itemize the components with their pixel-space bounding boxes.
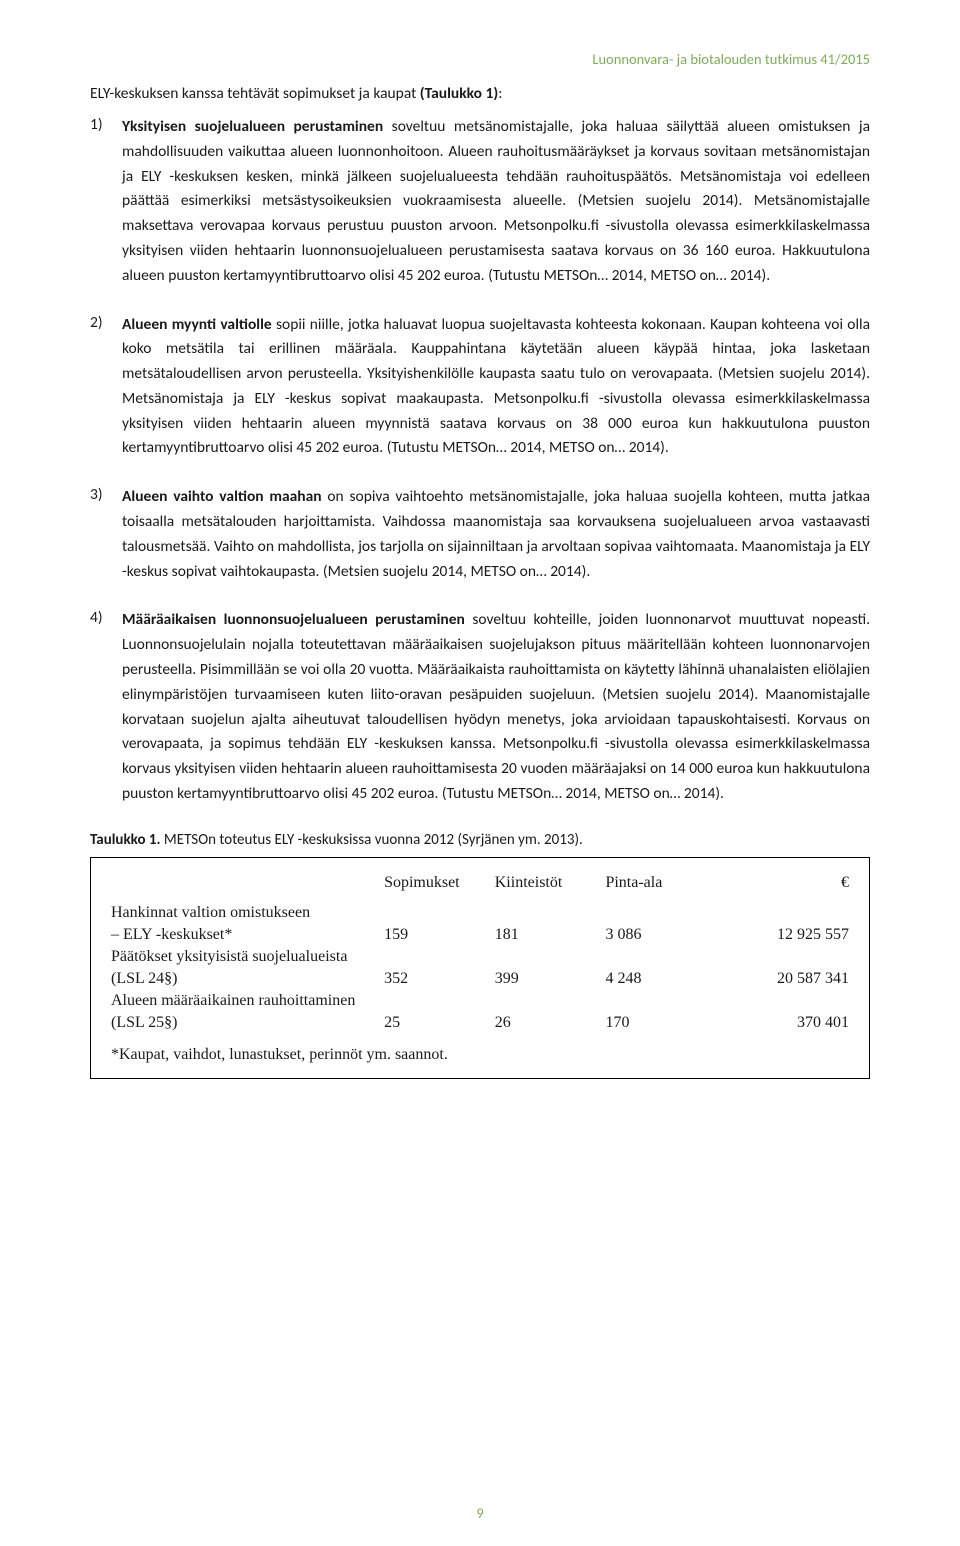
item-lead: Yksityisen suojelualueen perustaminen (122, 117, 383, 136)
cell: 26 (495, 1012, 606, 1034)
cell: 20 587 341 (716, 968, 849, 990)
table-footnote: *Kaupat, vaihdot, lunastukset, perinnöt … (111, 1046, 849, 1064)
list-item: 3) Alueen vaihto valtion maahan on sopiv… (90, 485, 870, 584)
item-number: 1) (90, 115, 122, 289)
data-table: Sopimukset Kiinteistöt Pinta-ala € Hanki… (111, 872, 849, 1034)
item-text: sopii niille, jotka haluavat luopua suoj… (122, 315, 870, 458)
cell: 25 (384, 1012, 495, 1034)
table-box: Sopimukset Kiinteistöt Pinta-ala € Hanki… (90, 857, 870, 1079)
cell: 181 (495, 924, 606, 946)
table-caption: Taulukko 1. METSOn toteutus ELY -keskuks… (90, 831, 870, 849)
list-item: 2) Alueen myynti valtiolle sopii niille,… (90, 313, 870, 462)
table-row: Hankinnat valtion omistukseen (111, 902, 849, 924)
list-item: 4) Määräaikaisen luonnonsuojelualueen pe… (90, 608, 870, 806)
item-text: soveltuu metsänomistajalle, joka haluaa … (122, 117, 870, 285)
th-kiinteistot: Kiinteistöt (495, 872, 606, 902)
cell: 170 (605, 1012, 716, 1034)
intro-suffix: : (498, 84, 502, 103)
table-caption-bold: Taulukko 1. (90, 831, 161, 849)
intro-bold: (Taulukko 1) (420, 84, 498, 103)
cell: 3 086 (605, 924, 716, 946)
row-label1: Päätökset yksityisistä suojelualueista (111, 946, 849, 968)
item-lead: Alueen myynti valtiolle (122, 315, 272, 334)
th-empty (111, 872, 384, 902)
th-euro: € (716, 872, 849, 902)
table-row: – ELY -keskukset* 159 181 3 086 12 925 5… (111, 924, 849, 946)
item-number: 4) (90, 608, 122, 806)
intro-prefix: ELY-keskuksen kanssa tehtävät sopimukset… (90, 84, 420, 103)
table-row: (LSL 24§) 352 399 4 248 20 587 341 (111, 968, 849, 990)
item-lead: Alueen vaihto valtion maahan (122, 487, 322, 506)
th-pinta-ala: Pinta-ala (605, 872, 716, 902)
cell: 399 (495, 968, 606, 990)
row-label2: (LSL 24§) (111, 968, 384, 990)
row-label1: Hankinnat valtion omistukseen (111, 902, 849, 924)
page-container: Luonnonvara- ja biotalouden tutkimus 41/… (0, 0, 960, 1546)
item-text: soveltuu kohteille, joiden luonnonarvot … (122, 610, 870, 803)
cell: 159 (384, 924, 495, 946)
cell: 12 925 557 (716, 924, 849, 946)
item-body: Alueen myynti valtiolle sopii niille, jo… (122, 313, 870, 462)
table-row: Päätökset yksityisistä suojelualueista (111, 946, 849, 968)
item-body: Alueen vaihto valtion maahan on sopiva v… (122, 485, 870, 584)
cell: 352 (384, 968, 495, 990)
item-lead: Määräaikaisen luonnonsuojelualueen perus… (122, 610, 465, 629)
row-label2: – ELY -keskukset* (111, 924, 384, 946)
journal-header: Luonnonvara- ja biotalouden tutkimus 41/… (90, 50, 870, 68)
item-body: Yksityisen suojelualueen perustaminen so… (122, 115, 870, 289)
table-row: (LSL 25§) 25 26 170 370 401 (111, 1012, 849, 1034)
item-body: Määräaikaisen luonnonsuojelualueen perus… (122, 608, 870, 806)
table-caption-rest: METSOn toteutus ELY -keskuksissa vuonna … (161, 831, 583, 849)
th-sopimukset: Sopimukset (384, 872, 495, 902)
table-header-row: Sopimukset Kiinteistöt Pinta-ala € (111, 872, 849, 902)
list-item: 1) Yksityisen suojelualueen perustaminen… (90, 115, 870, 289)
row-label1: Alueen määräaikainen rauhoittaminen (111, 990, 849, 1012)
cell: 4 248 (605, 968, 716, 990)
row-label2: (LSL 25§) (111, 1012, 384, 1034)
page-number: 9 (0, 1505, 960, 1522)
item-number: 2) (90, 313, 122, 462)
cell: 370 401 (716, 1012, 849, 1034)
table-row: Alueen määräaikainen rauhoittaminen (111, 990, 849, 1012)
item-number: 3) (90, 485, 122, 584)
intro-line: ELY-keskuksen kanssa tehtävät sopimukset… (90, 84, 870, 105)
